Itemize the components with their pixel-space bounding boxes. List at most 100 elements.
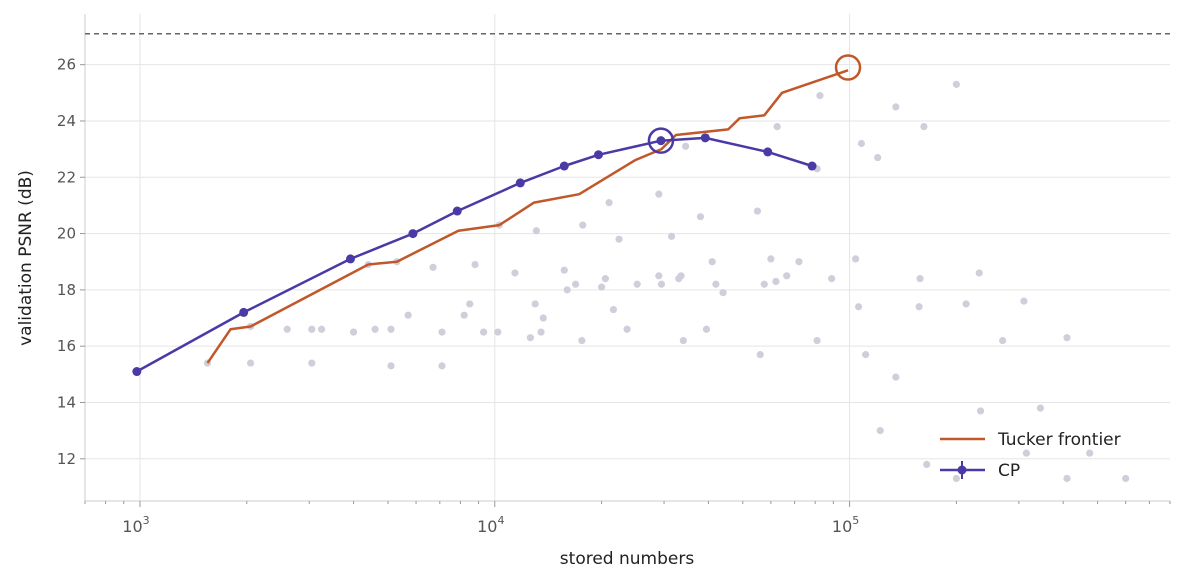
scatter-point	[783, 272, 791, 280]
scatter-point	[511, 269, 519, 277]
scatter-point	[760, 280, 768, 288]
cp-marker	[559, 161, 569, 171]
scatter-point	[923, 460, 931, 469]
scatter-point	[677, 272, 685, 280]
y-tick-label: 22	[57, 168, 76, 186]
scatter-point	[387, 362, 395, 370]
scatter-point	[429, 263, 437, 271]
scatter-point	[920, 123, 928, 131]
scatter-point	[655, 272, 663, 280]
scatter-point	[772, 277, 780, 286]
legend-tucker-label: Tucker frontier	[997, 430, 1121, 450]
y-tick-label: 26	[57, 56, 76, 74]
scatter-point	[667, 232, 676, 240]
scatter-point	[531, 300, 539, 308]
cp-line	[136, 136, 813, 373]
scatter-point	[308, 325, 316, 333]
scatter-point	[466, 300, 474, 308]
scatter-point	[962, 300, 970, 308]
axis-spines	[84, 14, 1170, 502]
scatter-point	[1022, 449, 1030, 457]
scatter-point	[532, 227, 540, 235]
cp-marker	[239, 307, 249, 317]
y-tick-labels: 12 14 16 18 20 22 24 26	[57, 56, 76, 468]
cp-marker	[345, 254, 355, 264]
scatter-point	[915, 303, 923, 311]
scatter-point	[828, 275, 836, 283]
x-tick-labels: 103 104 105	[122, 514, 859, 536]
tucker-frontier-line	[206, 69, 849, 364]
x-tick-label: 105	[832, 514, 859, 536]
scatter-point	[308, 359, 316, 367]
scatter-point	[572, 280, 580, 288]
scatter-point	[952, 474, 960, 483]
scatter-point	[460, 311, 468, 319]
all-configurations-scatter	[203, 80, 1130, 483]
scatter-point	[438, 328, 446, 336]
scatter-point	[702, 325, 711, 333]
scatter-point	[773, 123, 781, 131]
cp-marker	[763, 147, 773, 157]
scatter-point	[633, 280, 641, 288]
series-layer	[132, 54, 862, 377]
scatter-point	[813, 336, 821, 345]
scatter-point	[892, 103, 900, 111]
cp-marker	[515, 178, 525, 188]
scatter-point	[623, 325, 631, 333]
scatter-point	[679, 336, 687, 345]
y-tick-label: 14	[57, 393, 76, 411]
x-axis-label: stored numbers	[560, 549, 695, 569]
cp-marker	[807, 161, 817, 171]
scatter-point	[916, 275, 924, 283]
y-axis-label: validation PSNR (dB)	[16, 170, 36, 346]
scatter-point	[615, 235, 623, 243]
scatter-point	[609, 305, 618, 314]
scatter-point	[526, 334, 534, 342]
scatter-point	[1086, 449, 1094, 457]
scatter-point	[756, 351, 764, 359]
scatter-point	[560, 266, 568, 274]
scatter-point	[563, 286, 571, 294]
scatter-point	[1063, 474, 1071, 483]
scatter-point	[999, 336, 1007, 345]
scatter-point	[605, 199, 613, 207]
scatter-point	[597, 283, 606, 291]
scatter-point	[537, 328, 545, 336]
scatter-point	[317, 325, 326, 333]
scatter-point	[862, 351, 870, 359]
scatter-point	[852, 255, 860, 263]
scatter-point	[578, 336, 586, 345]
scatter-point	[371, 325, 379, 333]
scatter-point	[404, 311, 412, 319]
scatter-point	[479, 328, 488, 336]
scatter-point	[539, 314, 547, 322]
cp-marker	[700, 133, 710, 143]
y-tick-label: 18	[57, 281, 76, 299]
scatter-point	[657, 280, 666, 288]
axis-ticks	[80, 64, 1171, 507]
cp-best-ring	[647, 127, 675, 154]
scatter-point	[438, 362, 446, 370]
scatter-point	[952, 80, 960, 88]
scatter-point	[696, 213, 705, 221]
y-tick-label: 12	[57, 450, 76, 468]
scatter-point	[681, 142, 690, 150]
scatter-point	[471, 260, 479, 269]
scatter-point	[601, 275, 609, 283]
cp-marker	[593, 150, 603, 160]
grid-lines	[85, 14, 1170, 501]
cp-marker	[408, 229, 418, 239]
scatter-point	[892, 373, 900, 381]
x-tick-label: 103	[122, 514, 149, 536]
scatter-point	[1036, 404, 1044, 412]
scatter-point	[876, 427, 884, 435]
x-tick-label: 104	[477, 514, 504, 536]
scatter-point	[874, 153, 882, 162]
scatter-point	[655, 190, 663, 198]
scatter-point	[1063, 334, 1071, 342]
scatter-point	[712, 280, 720, 288]
scatter-point	[753, 207, 762, 215]
cp-marker	[132, 367, 142, 377]
scatter-point	[1122, 474, 1130, 483]
scatter-point	[816, 92, 824, 100]
